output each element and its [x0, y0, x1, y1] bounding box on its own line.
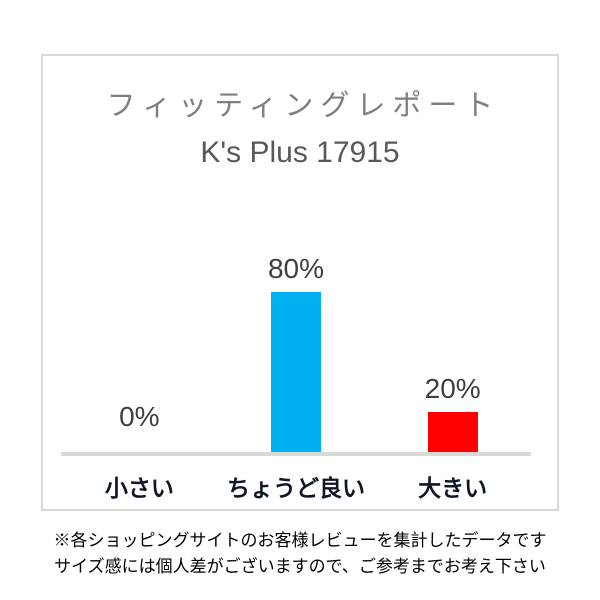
bar-value-label-just-right: 80%: [267, 253, 325, 285]
bar-chart: 0% 80% 20% 小さい ちょうど良い 大きい: [61, 250, 531, 503]
fitting-report-card: フィッティングレポート K's Plus 17915 0% 80% 20%: [41, 54, 559, 511]
bar-value-label-small: 0%: [119, 401, 160, 433]
bar-large: [427, 412, 478, 452]
bar-group-large: 20%: [374, 250, 531, 452]
plot-area: 0% 80% 20%: [61, 250, 531, 452]
category-axis-labels: 小さい ちょうど良い 大きい: [61, 469, 531, 503]
x-axis-line: [61, 452, 531, 456]
bar-just-right: [271, 292, 321, 452]
bar-value-label-large: 20%: [424, 373, 481, 405]
footnote-line-1: ※各ショッピングサイトのお客様レビューを集計したデータです: [53, 531, 547, 550]
bar-group-small: 0%: [61, 250, 218, 452]
bar-group-just-right: 80%: [218, 250, 375, 452]
category-label-small: 小さい: [104, 475, 174, 501]
footnote-line-2: サイズ感には個人差がございますので、ご参考までお考え下さい: [54, 556, 546, 576]
footnote: ※各ショッピングサイトのお客様レビューを集計したデータです サイズ感には個人差が…: [0, 528, 600, 579]
category-label-just-right: ちょうど良い: [227, 475, 365, 501]
report-title: フィッティングレポート: [106, 90, 501, 122]
category-label-large: 大きい: [418, 475, 488, 501]
product-name: K's Plus 17915: [200, 136, 400, 169]
